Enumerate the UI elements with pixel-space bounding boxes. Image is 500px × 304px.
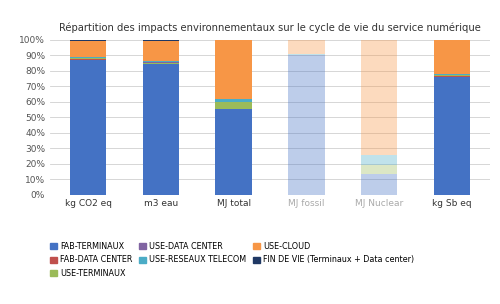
Bar bbox=[142, 64, 179, 195]
Bar bbox=[288, 39, 325, 54]
Legend: FAB-TERMINAUX, FAB-DATA CENTER, USE-TERMINAUX, USE-DATA CENTER, USE-RESEAUX TELE: FAB-TERMINAUX, FAB-DATA CENTER, USE-TERM… bbox=[50, 242, 414, 278]
Bar bbox=[434, 77, 470, 195]
Bar bbox=[216, 99, 252, 102]
Bar bbox=[434, 76, 470, 77]
Bar bbox=[216, 40, 252, 99]
Bar bbox=[361, 174, 398, 195]
Bar bbox=[142, 61, 179, 62]
Bar bbox=[434, 75, 470, 76]
Bar bbox=[70, 58, 106, 59]
Bar bbox=[70, 41, 106, 57]
Bar bbox=[70, 57, 106, 58]
Bar bbox=[216, 102, 252, 109]
Bar bbox=[288, 55, 325, 195]
Bar bbox=[142, 41, 179, 61]
Bar bbox=[361, 39, 398, 155]
Bar bbox=[142, 62, 179, 63]
Bar bbox=[216, 109, 252, 195]
Bar bbox=[142, 63, 179, 64]
Bar bbox=[361, 155, 398, 165]
Bar bbox=[70, 60, 106, 195]
Bar bbox=[361, 165, 398, 174]
Bar bbox=[70, 59, 106, 60]
Bar bbox=[434, 40, 470, 74]
Bar bbox=[434, 74, 470, 75]
Title: Répartition des impacts environnementaux sur le cycle de vie du service numériqu: Répartition des impacts environnementaux… bbox=[59, 23, 481, 33]
Bar bbox=[142, 40, 179, 41]
Bar bbox=[70, 40, 106, 41]
